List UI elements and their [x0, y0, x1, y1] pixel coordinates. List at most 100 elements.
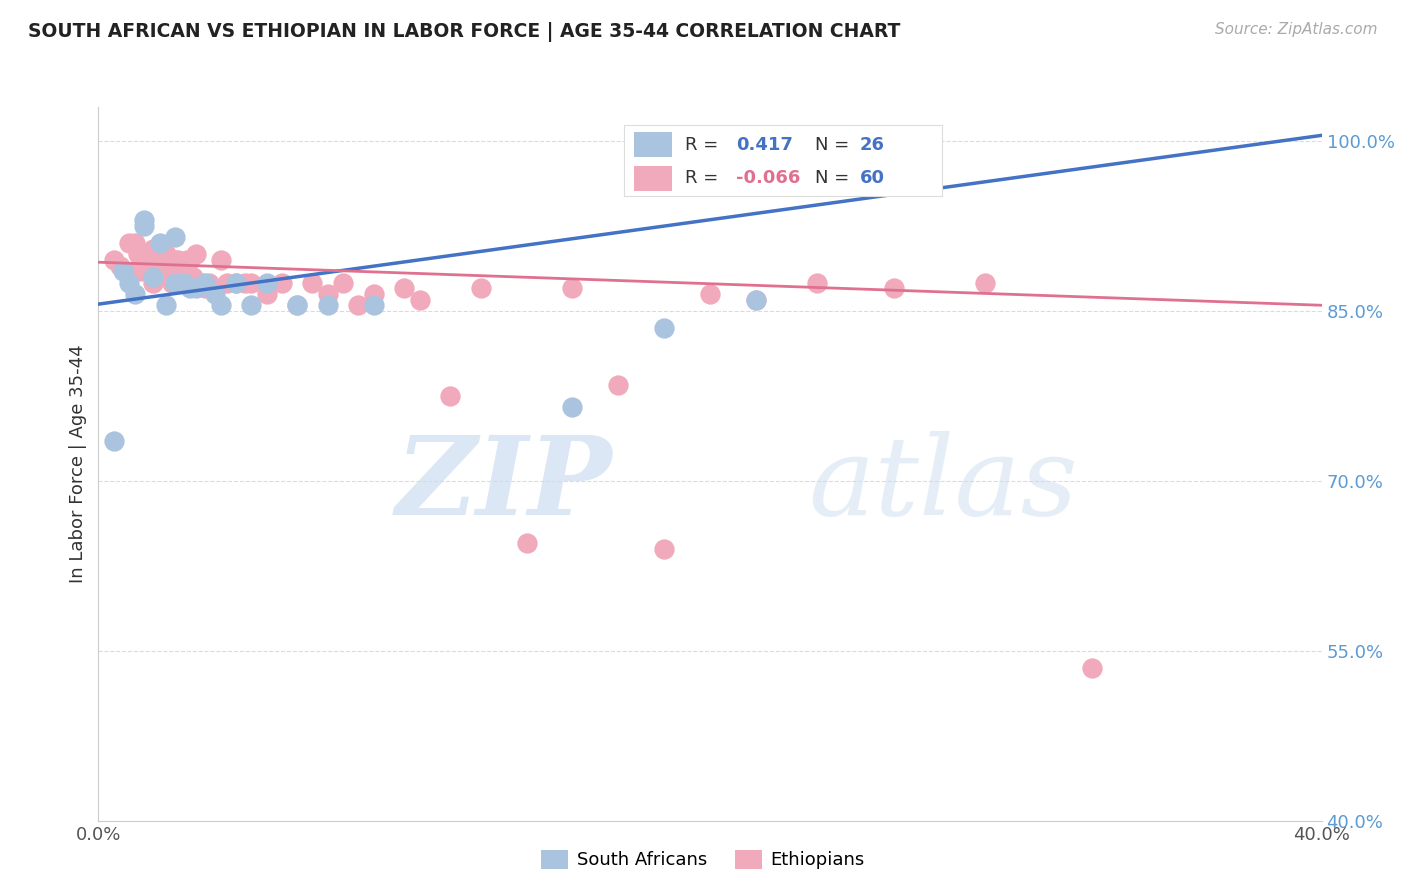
Point: [179, 281, 201, 295]
Point: [142, 269, 165, 284]
Point: [209, 298, 232, 312]
Point: [745, 293, 768, 307]
Point: [256, 287, 278, 301]
Point: [745, 293, 768, 307]
Point: [127, 247, 149, 261]
Text: 26: 26: [859, 136, 884, 153]
Point: [163, 276, 186, 290]
Point: [170, 264, 193, 278]
Text: Source: ZipAtlas.com: Source: ZipAtlas.com: [1215, 22, 1378, 37]
Point: [142, 276, 165, 290]
Point: [256, 276, 278, 290]
Point: [191, 276, 214, 290]
Point: [173, 276, 195, 290]
Point: [347, 298, 370, 312]
Point: [142, 242, 165, 256]
Point: [194, 281, 217, 295]
Point: [316, 298, 339, 312]
FancyBboxPatch shape: [634, 132, 672, 157]
Point: [145, 252, 167, 267]
Point: [134, 219, 156, 233]
Point: [215, 276, 238, 290]
Point: [204, 281, 226, 295]
Point: [883, 281, 905, 295]
Point: [470, 281, 492, 295]
Point: [1081, 661, 1104, 675]
Point: [392, 281, 416, 295]
Point: [285, 298, 308, 312]
Point: [118, 269, 141, 284]
Point: [652, 541, 675, 556]
Text: SOUTH AFRICAN VS ETHIOPIAN IN LABOR FORCE | AGE 35-44 CORRELATION CHART: SOUTH AFRICAN VS ETHIOPIAN IN LABOR FORC…: [28, 22, 900, 42]
Point: [111, 264, 134, 278]
Point: [134, 247, 156, 261]
Legend: South Africans, Ethiopians: South Africans, Ethiopians: [531, 841, 875, 879]
Point: [139, 264, 162, 278]
Text: atlas: atlas: [808, 432, 1077, 539]
Point: [225, 276, 247, 290]
Point: [240, 276, 263, 290]
Point: [197, 276, 219, 290]
Point: [173, 276, 195, 290]
Text: R =: R =: [685, 169, 724, 186]
Text: ZIP: ZIP: [395, 432, 612, 539]
Text: N =: N =: [815, 169, 855, 186]
Point: [652, 321, 675, 335]
Point: [186, 281, 208, 295]
Point: [806, 276, 828, 290]
Point: [155, 298, 177, 312]
Point: [149, 269, 172, 284]
Point: [607, 377, 630, 392]
Text: R =: R =: [685, 136, 724, 153]
Point: [516, 536, 538, 550]
Point: [103, 434, 125, 449]
Point: [176, 252, 198, 267]
Point: [240, 298, 263, 312]
Point: [129, 264, 152, 278]
Point: [188, 276, 211, 290]
Point: [118, 235, 141, 250]
Point: [181, 269, 204, 284]
Point: [561, 401, 583, 415]
Point: [152, 252, 174, 267]
Point: [167, 252, 190, 267]
Point: [363, 287, 385, 301]
Point: [160, 276, 183, 290]
Point: [332, 276, 354, 290]
Point: [194, 276, 217, 290]
Point: [155, 247, 177, 261]
Point: [974, 276, 997, 290]
Point: [103, 252, 125, 267]
Text: -0.066: -0.066: [735, 169, 800, 186]
Point: [124, 287, 146, 301]
Point: [225, 276, 247, 290]
Point: [163, 252, 186, 267]
Point: [561, 281, 583, 295]
Point: [108, 259, 131, 273]
Point: [157, 264, 180, 278]
Point: [301, 276, 323, 290]
Point: [134, 213, 156, 227]
Point: [186, 247, 208, 261]
Point: [233, 276, 256, 290]
Point: [316, 287, 339, 301]
Y-axis label: In Labor Force | Age 35-44: In Labor Force | Age 35-44: [69, 344, 87, 583]
Point: [285, 298, 308, 312]
Point: [149, 247, 172, 261]
Text: 0.417: 0.417: [735, 136, 793, 153]
Point: [136, 252, 159, 267]
Point: [124, 235, 146, 250]
Text: N =: N =: [815, 136, 855, 153]
Point: [149, 235, 172, 250]
Point: [204, 287, 226, 301]
Text: 60: 60: [859, 169, 884, 186]
Point: [209, 252, 232, 267]
FancyBboxPatch shape: [634, 166, 672, 191]
Point: [163, 230, 186, 244]
Point: [408, 293, 430, 307]
Point: [699, 287, 721, 301]
Point: [270, 276, 292, 290]
Point: [179, 252, 201, 267]
Point: [118, 276, 141, 290]
Point: [439, 389, 461, 403]
